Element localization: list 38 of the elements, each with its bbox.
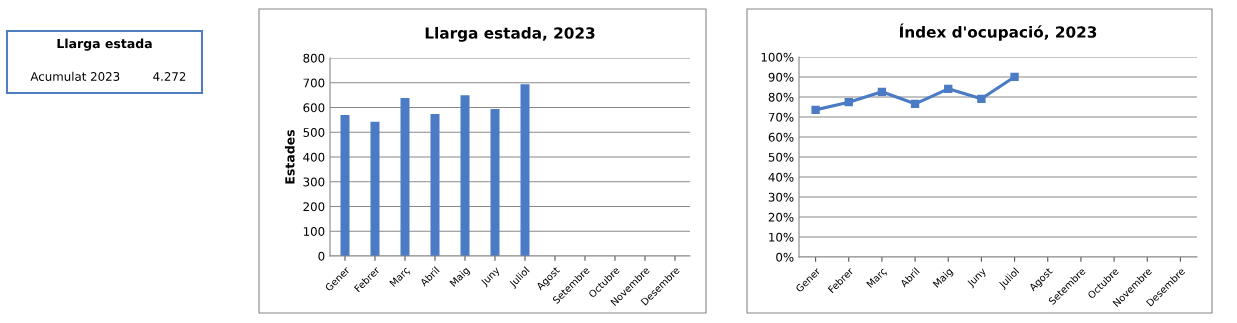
text: Acumulat 2023 [30,71,120,81]
y-tick-label: 800 [303,53,325,63]
bar [430,113,440,256]
y-tick-label: 50% [768,152,794,162]
y-axis-title: Estades [284,129,295,184]
y-tick-label: 300 [303,177,325,187]
y-tick-label: 0% [776,252,794,262]
bar [460,95,470,256]
y-tick-label: 10% [769,232,794,242]
y-tick-label: 100% [761,52,794,62]
y-tick-label: 90% [768,72,794,82]
point [877,87,887,96]
y-tick-label: 400 [303,152,325,162]
y-tick-label: 70% [768,112,794,122]
bar [400,98,410,256]
text: 4.272 [153,72,186,81]
y-tick-label: 80% [768,92,794,102]
y-tick-label: 60% [768,132,794,142]
point [944,84,953,93]
y-tick-label: 30% [768,192,794,202]
chart-title: Llarga estada, 2023 [425,26,595,42]
y-tick-label: 600 [303,103,325,113]
point [977,94,986,103]
text: Llarga estada [57,38,152,51]
chart-title: Índex d'ocupació, 2023 [900,23,1097,41]
point [844,98,853,107]
y-tick-label: 100 [303,226,325,236]
y-tick-label: 500 [303,127,325,137]
y-tick-label: 200 [303,202,325,212]
y-tick-label: 40% [768,172,794,182]
point [910,99,920,108]
point [811,105,820,114]
y-tick-label: 0 [318,251,325,261]
bar [490,108,500,256]
y-tick-label: 700 [303,78,325,88]
y-tick-label: 20% [768,212,794,222]
bar [340,114,350,256]
point [1010,72,1019,81]
